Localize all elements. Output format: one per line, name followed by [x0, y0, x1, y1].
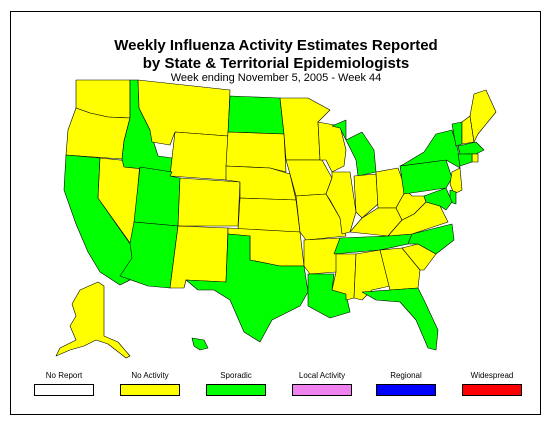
legend-label-local-activity: Local Activity [298, 371, 346, 380]
map-title-line1: Weekly Influenza Activity Estimates Repo… [114, 37, 438, 54]
state-hi [191, 337, 209, 351]
state-ks [237, 197, 301, 233]
state-sd [225, 131, 287, 173]
legend-label-widespread: Widespread [470, 371, 514, 380]
map-subtitle: Week ending November 5, 2005 - Week 44 [170, 72, 382, 84]
legend-swatch-regional [376, 384, 436, 396]
state-wy [169, 131, 229, 181]
legend-swatch-no-report [34, 384, 94, 396]
state-sc [401, 243, 437, 271]
state-me [469, 89, 497, 143]
state-tx [185, 233, 309, 343]
state-md [423, 187, 453, 211]
state-la [307, 273, 351, 319]
state-nm [169, 225, 229, 289]
state-co [177, 177, 241, 227]
legend-label-sporadic: Sporadic [220, 371, 252, 380]
state-mi [331, 119, 377, 177]
legend-swatch-local-activity [292, 384, 352, 396]
state-ak [55, 281, 131, 359]
legend-label-regional: Regional [390, 371, 422, 380]
state-il [325, 171, 357, 235]
state-ri [471, 153, 479, 163]
state-ga [379, 247, 421, 291]
state-fl [361, 287, 439, 351]
state-ny [399, 129, 461, 169]
legend-swatch-widespread [462, 384, 522, 396]
state-ct [457, 153, 473, 167]
state-in [353, 173, 379, 219]
legend-label-no-activity: No Activity [131, 371, 169, 380]
state-nd [227, 95, 285, 135]
legend-label-no-report: No Report [45, 371, 83, 380]
legend-swatch-sporadic [206, 384, 266, 396]
state-ma [457, 141, 485, 155]
legend-swatch-no-activity [120, 384, 180, 396]
state-ar [303, 237, 341, 275]
state-nj [449, 167, 463, 195]
map-title-line2: by State & Territorial Epidemiologists [142, 55, 410, 72]
